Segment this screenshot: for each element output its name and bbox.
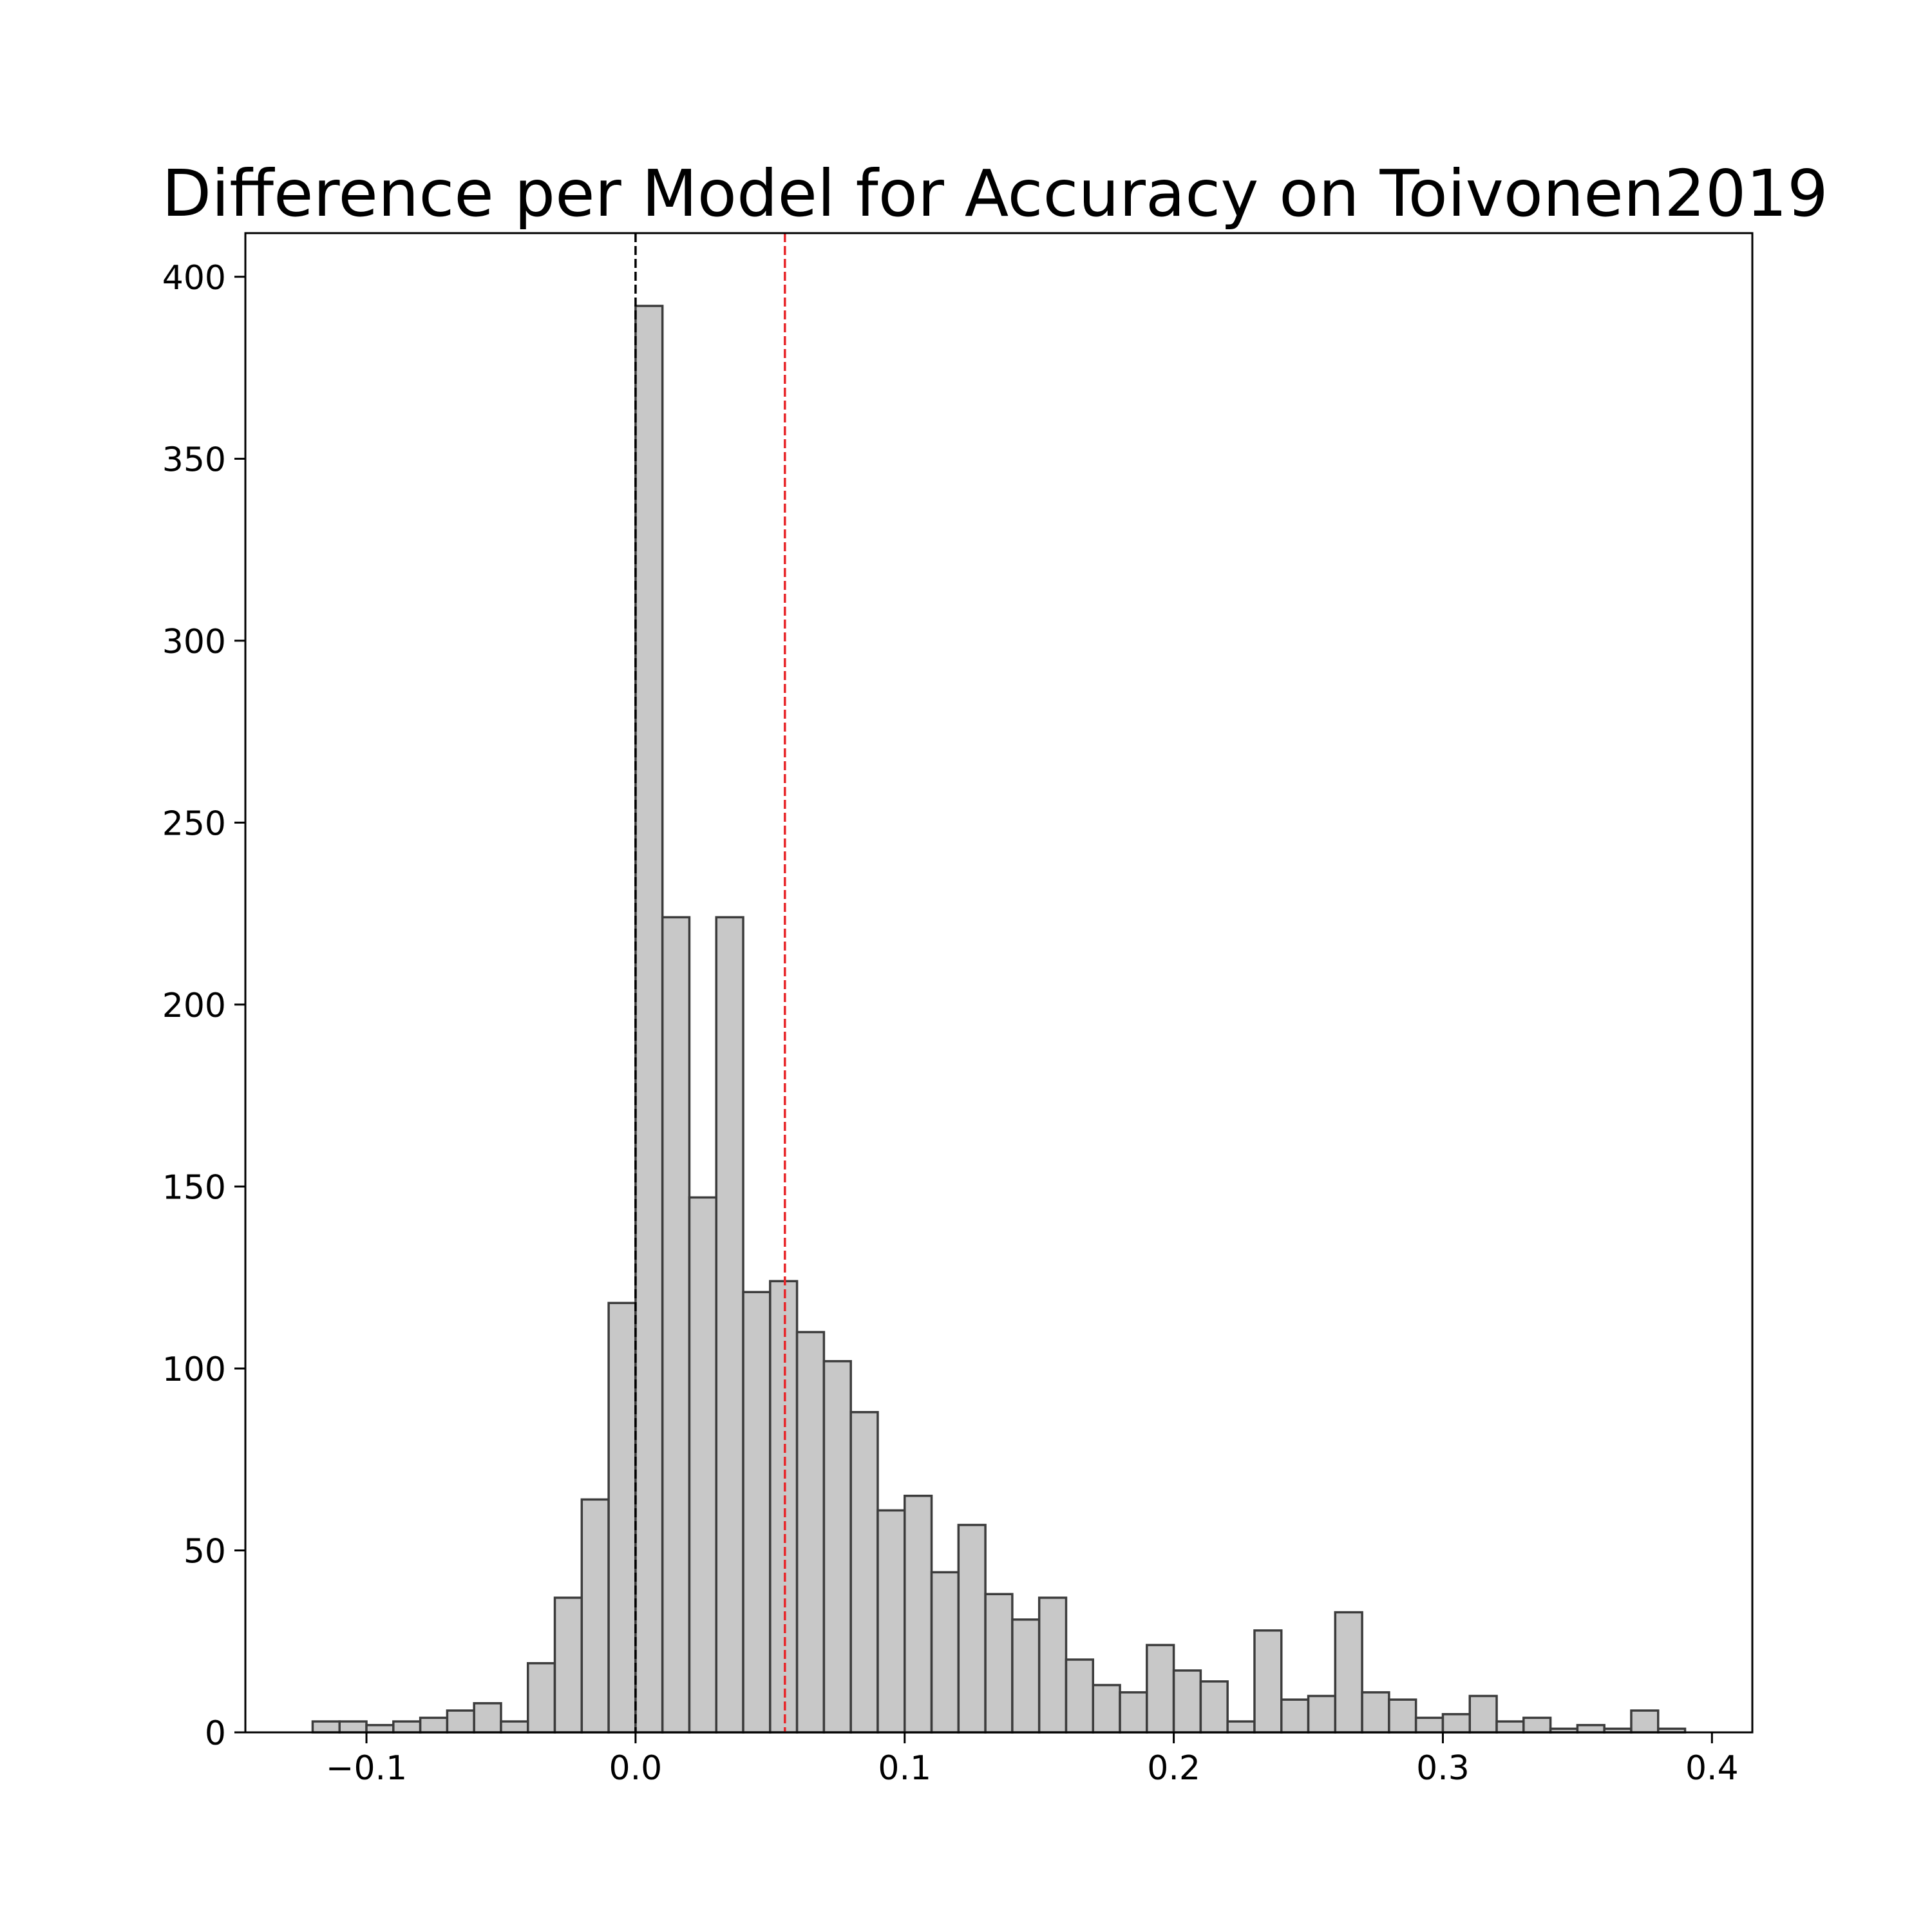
chart-title: Difference per Model for Accuracy on Toi… (162, 156, 1828, 231)
histogram-bar (1199, 1680, 1229, 1734)
histogram-bar (1388, 1698, 1417, 1734)
y-tick-label: 250 (162, 804, 226, 843)
histogram-bar (392, 1720, 422, 1734)
y-tick-label: 0 (205, 1714, 226, 1753)
histogram-bar (634, 305, 664, 1734)
plot-area-frame (244, 232, 1754, 1734)
histogram-bar (930, 1571, 960, 1734)
histogram-bar (904, 1494, 933, 1734)
x-tick-label: −0.1 (326, 1749, 407, 1788)
histogram-bar (1065, 1658, 1094, 1734)
histogram-bar (795, 1331, 826, 1734)
histogram-bar (849, 1411, 879, 1734)
histogram-bar (500, 1720, 529, 1734)
histogram-bar (1280, 1698, 1310, 1734)
y-tick-label: 50 (184, 1532, 226, 1571)
histogram-bar (822, 1359, 852, 1734)
histogram-bar (1119, 1691, 1148, 1734)
histogram-bar (580, 1498, 610, 1734)
x-tick-label: 0.0 (609, 1749, 663, 1788)
histogram-bar (957, 1524, 987, 1734)
histogram-bar (1468, 1694, 1498, 1734)
x-tick-label: 0.4 (1685, 1749, 1739, 1788)
x-tick-label: 0.3 (1416, 1749, 1470, 1788)
histogram-bar (338, 1720, 368, 1734)
histogram-bar (419, 1716, 449, 1734)
histogram-bar (688, 1196, 717, 1734)
histogram-bar (473, 1702, 502, 1734)
histogram-bar (1172, 1669, 1202, 1734)
histogram-bar (607, 1302, 637, 1734)
histogram-bar (527, 1662, 556, 1734)
histogram-bar (311, 1720, 341, 1734)
histogram-bar (1576, 1723, 1605, 1734)
histogram-bar (1253, 1629, 1283, 1734)
x-tick-label: 0.2 (1147, 1749, 1200, 1788)
histogram-bar (553, 1596, 583, 1734)
y-axis: 0 50 100 150 200 250 300 350 400 (162, 259, 245, 1753)
histogram-bar (715, 916, 744, 1734)
histogram-bar (1092, 1683, 1121, 1734)
histogram-bar (1037, 1596, 1068, 1734)
histogram-bar (1495, 1720, 1525, 1734)
y-tick-label: 150 (162, 1168, 226, 1207)
histogram-bar (1226, 1720, 1256, 1734)
histogram-bar (365, 1723, 395, 1734)
histogram-bar (1361, 1691, 1390, 1734)
histogram-bar (1011, 1618, 1041, 1734)
histogram-bar (1414, 1716, 1444, 1734)
histogram-bar (769, 1280, 799, 1734)
y-tick-label: 300 (162, 623, 226, 661)
histogram-bars (311, 305, 1687, 1734)
histogram-bar (1146, 1643, 1175, 1734)
y-tick-label: 100 (162, 1350, 226, 1389)
y-tick-label: 200 (162, 987, 226, 1025)
histogram-bar (876, 1509, 906, 1734)
reference-lines (634, 233, 786, 1732)
histogram-bar (984, 1593, 1014, 1734)
x-tick-label: 0.1 (878, 1749, 931, 1788)
histogram-bar (1522, 1716, 1552, 1734)
histogram-bar (1307, 1694, 1337, 1734)
histogram-bar (1630, 1709, 1660, 1734)
histogram-bar (742, 1291, 772, 1734)
histogram-bar (1334, 1611, 1363, 1734)
histogram-bar (1441, 1712, 1472, 1734)
histogram-bar (446, 1709, 475, 1734)
y-tick-label: 350 (162, 440, 226, 479)
x-axis: −0.1 0.0 0.1 0.2 0.3 0.4 (326, 1732, 1739, 1788)
y-tick-label: 400 (162, 259, 226, 298)
histogram-bar (661, 916, 691, 1734)
